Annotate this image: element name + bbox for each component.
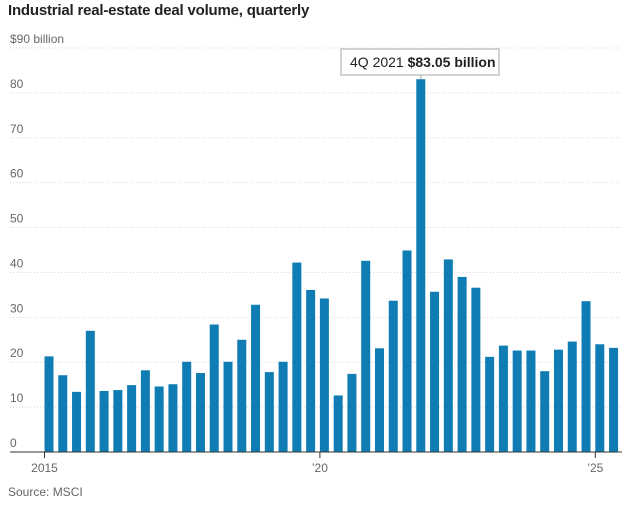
chart-title: Industrial real-estate deal volume, quar…: [8, 2, 310, 19]
bar: 3Q 2016: 14.9: [127, 385, 137, 452]
bar: 2Q 2023: 23.7: [498, 345, 508, 452]
bar: 3Q 2022: 39: [457, 276, 467, 452]
callout-period: 4Q 2021: [350, 54, 408, 70]
bar: 3Q 2019: 42.2: [292, 262, 302, 452]
bar: 1Q 2018: 28.4: [209, 324, 219, 452]
y-tick-label: 0: [10, 436, 17, 450]
y-tick-label: 20: [10, 346, 24, 360]
y-tick-label: 50: [10, 212, 24, 226]
bar: 1Q 2019: 17.8: [264, 372, 274, 452]
bar: 4Q 2024: 33.6: [581, 301, 591, 452]
y-tick-label: $90 billion: [10, 32, 64, 46]
bar: 3Q 2018: 25: [237, 339, 247, 452]
y-tick-label: 10: [10, 391, 24, 405]
bar: 4Q 2022: 36.6: [471, 287, 481, 452]
bar: 4Q 2016: 18.2: [140, 370, 150, 452]
x-tick-label: 2015: [31, 461, 58, 475]
bar: 1Q 2024: 18: [540, 371, 550, 452]
bar: 3Q 2017: 20.1: [182, 361, 192, 452]
callout-value: $83.05 billion: [408, 54, 496, 70]
bar: 2Q 2018: 20.1: [223, 361, 233, 452]
y-tick-label: 40: [10, 256, 24, 270]
bar: 4Q 2023: 22.6: [526, 350, 536, 452]
bar: 2Q 2020: 12.6: [333, 395, 343, 452]
bar: 2Q 2025: 23.2: [609, 347, 619, 452]
axis-labels: 0 10 20 30 40 50 60 70 80 $90 billion 2015 ’20 ’25: [10, 32, 604, 475]
bar: 1Q 2017: 14.6: [154, 386, 164, 452]
bar-chart: 1Q 2015: 21.32Q 2015: 17.13Q 2015: 13.44…: [10, 32, 622, 475]
y-tick-label: 70: [10, 122, 24, 136]
bar: 1Q 2023: 21.2: [485, 356, 495, 452]
callout-box: [340, 48, 500, 76]
bar: 1Q 2022: 35.7: [430, 291, 440, 452]
source-note: Source: MSCI: [8, 485, 83, 499]
bar: 1Q 2025: 24: [595, 344, 605, 452]
bar: 1Q 2016: 13.6: [99, 390, 109, 452]
bars: 1Q 2015: 21.32Q 2015: 17.13Q 2015: 13.44…: [44, 79, 619, 452]
bar: 2Q 2022: 42.9: [443, 259, 453, 452]
bar: 3Q 2021: 44.9: [402, 250, 412, 452]
bar: 3Q 2020: 17.4: [347, 373, 357, 452]
y-tick-label: 30: [10, 301, 24, 315]
bar: 4Q 2021: 83.05: [416, 79, 426, 452]
bar: 2Q 2017: 15.1: [168, 384, 178, 452]
bar: 2Q 2016: 13.8: [113, 390, 123, 452]
y-tick-label: 80: [10, 77, 24, 91]
bar: 3Q 2023: 22.6: [512, 350, 522, 452]
bar: 1Q 2015: 21.3: [44, 356, 54, 452]
peak-callout: 4Q 2021 $83.05 billion: [340, 48, 500, 80]
bar: 4Q 2020: 42.6: [361, 260, 371, 452]
bar: 3Q 2015: 13.4: [72, 391, 82, 452]
bar: 4Q 2018: 32.8: [251, 304, 261, 452]
y-tick-label: 60: [10, 167, 24, 181]
callout-label: 4Q 2021 $83.05 billion: [350, 54, 496, 70]
x-axis: [10, 451, 622, 458]
bar: 2Q 2015: 17.1: [58, 375, 68, 452]
x-tick-label: ’25: [587, 461, 603, 475]
bar: 4Q 2019: 36.1: [306, 289, 316, 452]
bar: 2Q 2024: 22.8: [553, 349, 563, 452]
bar: 2Q 2019: 20.1: [278, 361, 288, 452]
bar: 3Q 2024: 24.6: [567, 341, 577, 452]
bar: 4Q 2015: 27: [85, 330, 95, 452]
grid-lines: [10, 47, 622, 408]
bar: 4Q 2017: 17.6: [195, 372, 205, 452]
bar: 1Q 2021: 23.1: [374, 348, 384, 452]
bar: 2Q 2021: 33.7: [388, 300, 398, 452]
bar: 1Q 2020: 34.2: [319, 298, 329, 452]
x-tick-label: ’20: [312, 461, 328, 475]
